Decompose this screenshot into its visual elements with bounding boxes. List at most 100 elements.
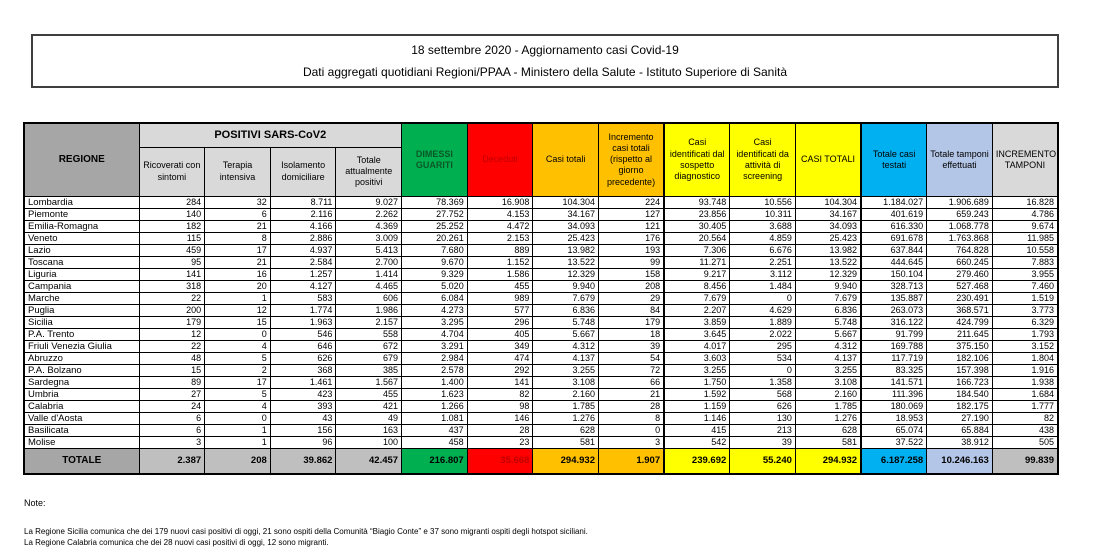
value-cell: 111.396 <box>860 387 928 401</box>
region-name-cell: P.A. Bolzano <box>23 363 140 377</box>
value-cell: 458 <box>401 435 468 449</box>
value-cell: 37.522 <box>860 435 928 449</box>
value-cell: 1.519 <box>991 291 1059 305</box>
value-cell: 3.255 <box>663 363 731 377</box>
value-cell: 296 <box>466 315 534 329</box>
value-cell: 2.984 <box>401 351 468 365</box>
value-cell: 4.312 <box>532 339 599 353</box>
value-cell: 140 <box>138 207 206 221</box>
value-cell: 1.586 <box>466 267 534 281</box>
value-cell: 1 <box>204 291 271 305</box>
value-cell: 626 <box>269 351 337 365</box>
value-cell: 15 <box>204 315 271 329</box>
value-cell: 8.711 <box>269 195 337 209</box>
value-cell: 8 <box>597 411 665 425</box>
covid-data-table: REGIONE POSITIVI SARS-CoV2 DIMESSI GUARI… <box>23 122 1059 475</box>
value-cell: 135.887 <box>860 291 928 305</box>
table-row: Friuli Venezia Giulia 22 4 646 672 3.291 349 4.… <box>23 339 1059 353</box>
value-cell: 628 <box>532 423 599 437</box>
value-cell: 141.571 <box>860 375 928 389</box>
value-cell: 163 <box>335 423 403 437</box>
value-cell: 28 <box>597 399 665 413</box>
value-cell: 292 <box>466 363 534 377</box>
value-cell: 216.807 <box>401 447 468 475</box>
value-cell: 30.405 <box>663 219 731 233</box>
value-cell: 141 <box>466 375 534 389</box>
value-cell: 505 <box>991 435 1059 449</box>
value-cell: 534 <box>729 351 796 365</box>
value-cell: 421 <box>335 399 403 413</box>
value-cell: 349 <box>466 339 534 353</box>
table-row: Liguria 141 16 1.257 1.414 9.329 1.586 12.329 15… <box>23 267 1059 281</box>
table-row: Calabria 24 4 393 421 1.266 98 1.785 28 1.159 626 1… <box>23 399 1059 413</box>
value-cell: 294.932 <box>532 447 599 475</box>
value-cell: 184.540 <box>926 387 993 401</box>
value-cell: 3.688 <box>729 219 796 233</box>
value-cell: 4.937 <box>269 243 337 257</box>
region-name-cell: Sardegna <box>23 375 140 389</box>
value-cell: 7.883 <box>991 255 1059 269</box>
region-name-cell: Abruzzo <box>23 351 140 365</box>
value-cell: 401.619 <box>860 207 928 221</box>
value-cell: 4.153 <box>466 207 534 221</box>
value-cell: 28 <box>466 423 534 437</box>
value-cell: 1.484 <box>729 279 796 293</box>
value-cell: 606 <box>335 291 403 305</box>
value-cell: 34.093 <box>532 219 599 233</box>
column-header-casi-sospetto-diagnostico: Casi identificati dal sospetto diagnosti… <box>663 122 731 197</box>
value-cell: 4.127 <box>269 279 337 293</box>
value-cell: 385 <box>335 363 403 377</box>
value-cell: 7.679 <box>663 291 731 305</box>
value-cell: 115 <box>138 231 206 245</box>
value-cell: 1.777 <box>991 399 1059 413</box>
value-cell: 691.678 <box>860 231 928 245</box>
table-row: Valle d'Aosta 6 0 43 49 1.081 146 1.276 8 1.146 13… <box>23 411 1059 425</box>
value-cell: 12 <box>138 327 206 341</box>
value-cell: 1.184.027 <box>860 195 928 209</box>
value-cell: 13.522 <box>532 255 599 269</box>
value-cell: 2.116 <box>269 207 337 221</box>
notes-text: La Regione Sicilia comunica che dei 179 … <box>24 526 588 548</box>
region-name-cell: Marche <box>23 291 140 305</box>
value-cell: 12 <box>204 303 271 317</box>
table-row: Veneto 115 8 2.886 3.009 20.261 2.153 25.423 176… <box>23 231 1059 245</box>
value-cell: 18 <box>597 327 665 341</box>
value-cell: 4.704 <box>401 327 468 341</box>
value-cell: 179 <box>138 315 206 329</box>
value-cell: 437 <box>401 423 468 437</box>
value-cell: 10.558 <box>991 243 1059 257</box>
region-name-cell: Piemonte <box>23 207 140 221</box>
value-cell: 5.748 <box>532 315 599 329</box>
column-header-incremento-casi: Incremento casi totali (rispetto al gior… <box>597 122 665 197</box>
value-cell: 211.645 <box>926 327 993 341</box>
value-cell: 179 <box>597 315 665 329</box>
value-cell: 141 <box>138 267 206 281</box>
value-cell: 82 <box>991 411 1059 425</box>
value-cell: 1.785 <box>794 399 862 413</box>
value-cell: 2.578 <box>401 363 468 377</box>
value-cell: 3.009 <box>335 231 403 245</box>
value-cell: 10.556 <box>729 195 796 209</box>
value-cell: 455 <box>335 387 403 401</box>
value-cell: 55.240 <box>729 447 796 475</box>
column-header-isolamento-domiciliare: Isolamento domiciliare <box>269 146 337 197</box>
value-cell: 6.676 <box>729 243 796 257</box>
table-row: P.A. Trento 12 0 546 558 4.704 405 5.667 18 3.645… <box>23 327 1059 341</box>
title-line-2: Dati aggregati quotidiani Regioni/PPAA -… <box>302 64 788 79</box>
value-cell: 4.465 <box>335 279 403 293</box>
value-cell: 1.684 <box>991 387 1059 401</box>
value-cell: 2.207 <box>663 303 731 317</box>
value-cell: 35.668 <box>466 447 534 475</box>
value-cell: 8.456 <box>663 279 731 293</box>
value-cell: 72 <box>597 363 665 377</box>
value-cell: 393 <box>269 399 337 413</box>
value-cell: 1.906.689 <box>926 195 993 209</box>
value-cell: 1.400 <box>401 375 468 389</box>
value-cell: 17 <box>204 243 271 257</box>
value-cell: 146 <box>466 411 534 425</box>
value-cell: 626 <box>729 399 796 413</box>
value-cell: 2 <box>204 363 271 377</box>
value-cell: 672 <box>335 339 403 353</box>
value-cell: 23.856 <box>663 207 731 221</box>
value-cell: 13.982 <box>794 243 862 257</box>
